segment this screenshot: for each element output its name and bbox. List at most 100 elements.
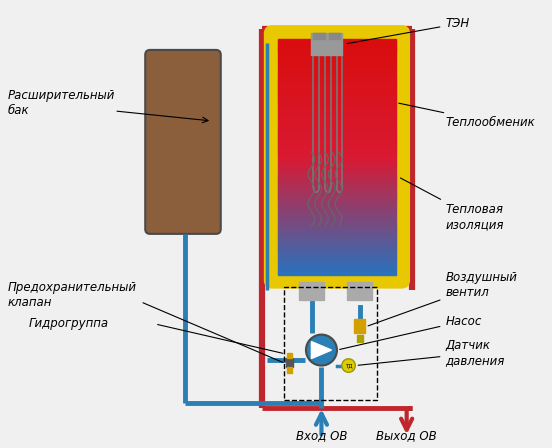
Bar — [278, 266, 396, 269]
Bar — [278, 54, 396, 57]
Text: Датчик
давления: Датчик давления — [358, 339, 505, 367]
Bar — [278, 125, 396, 128]
Bar — [278, 166, 396, 169]
Text: Воздушный
вентил: Воздушный вентил — [368, 271, 517, 326]
Bar — [278, 269, 396, 272]
Bar — [278, 48, 396, 52]
Bar — [278, 66, 396, 69]
Bar — [278, 154, 396, 157]
Bar — [278, 230, 396, 234]
Bar — [278, 74, 396, 78]
Bar — [278, 89, 396, 93]
Bar — [278, 177, 396, 181]
Bar — [278, 57, 396, 60]
Bar — [278, 101, 396, 104]
Bar — [278, 242, 396, 246]
Bar — [278, 69, 396, 72]
Bar — [278, 98, 396, 102]
Bar — [278, 113, 396, 116]
Bar — [278, 233, 396, 237]
Bar — [278, 175, 396, 178]
Bar — [278, 92, 396, 95]
Bar — [278, 245, 396, 249]
Bar — [278, 72, 396, 75]
Bar — [278, 222, 396, 225]
Bar — [278, 260, 396, 263]
Bar — [278, 271, 396, 275]
Bar — [278, 134, 396, 137]
Bar — [278, 195, 396, 198]
Text: Предохранительный
клапан: Предохранительный клапан — [8, 281, 137, 309]
Text: Выход ОВ: Выход ОВ — [376, 429, 437, 442]
Bar — [278, 142, 396, 146]
Bar — [278, 95, 396, 99]
Bar — [311, 34, 342, 55]
Bar — [329, 34, 341, 39]
Text: Гидрогруппа: Гидрогруппа — [29, 318, 109, 331]
Bar — [278, 45, 396, 48]
Bar — [278, 189, 396, 193]
Bar — [178, 55, 188, 60]
Bar — [278, 183, 396, 187]
Bar — [278, 163, 396, 166]
Bar — [278, 39, 396, 43]
Bar — [278, 148, 396, 151]
Bar — [278, 207, 396, 210]
Circle shape — [306, 335, 337, 366]
Bar — [299, 282, 325, 300]
Bar — [278, 251, 396, 254]
Bar — [278, 121, 396, 125]
Bar — [278, 224, 396, 228]
Bar — [285, 358, 293, 367]
Bar — [278, 136, 396, 140]
Bar — [278, 128, 396, 131]
Bar — [278, 145, 396, 149]
Bar — [278, 110, 396, 113]
Polygon shape — [311, 341, 332, 358]
Bar — [278, 216, 396, 219]
Bar — [278, 236, 396, 240]
Bar — [354, 319, 365, 333]
Bar — [278, 151, 396, 155]
Bar — [278, 42, 396, 46]
Bar — [278, 116, 396, 119]
Bar — [278, 172, 396, 175]
Bar — [314, 34, 325, 39]
Bar — [284, 287, 377, 401]
Text: Вход ОВ: Вход ОВ — [296, 429, 347, 442]
Bar — [278, 63, 396, 66]
Bar — [278, 86, 396, 90]
Bar — [278, 198, 396, 202]
Bar — [357, 335, 363, 342]
Bar — [286, 366, 293, 373]
Bar — [278, 254, 396, 258]
Bar — [278, 78, 396, 81]
Text: Тепловая
изоляция: Тепловая изоляция — [400, 178, 504, 232]
Bar — [278, 192, 396, 196]
Bar — [278, 168, 396, 172]
Bar — [278, 104, 396, 108]
Bar — [278, 257, 396, 260]
Bar — [278, 83, 396, 87]
Bar — [278, 81, 396, 84]
Bar — [278, 181, 396, 184]
Bar — [286, 353, 293, 358]
Bar — [278, 139, 396, 142]
Bar — [278, 60, 396, 63]
Bar — [278, 213, 396, 216]
Bar — [278, 204, 396, 207]
Bar — [278, 239, 396, 243]
Bar — [278, 157, 396, 160]
Bar — [278, 160, 396, 163]
Text: ТД: ТД — [345, 363, 352, 368]
Text: ТЭН: ТЭН — [347, 17, 470, 43]
Bar — [347, 282, 372, 300]
Bar — [278, 130, 396, 134]
Bar — [278, 228, 396, 231]
Bar — [278, 201, 396, 204]
Text: Расширительный
бак: Расширительный бак — [8, 89, 115, 117]
Bar — [278, 210, 396, 213]
Bar — [278, 219, 396, 222]
Bar — [278, 263, 396, 266]
Bar — [278, 119, 396, 122]
